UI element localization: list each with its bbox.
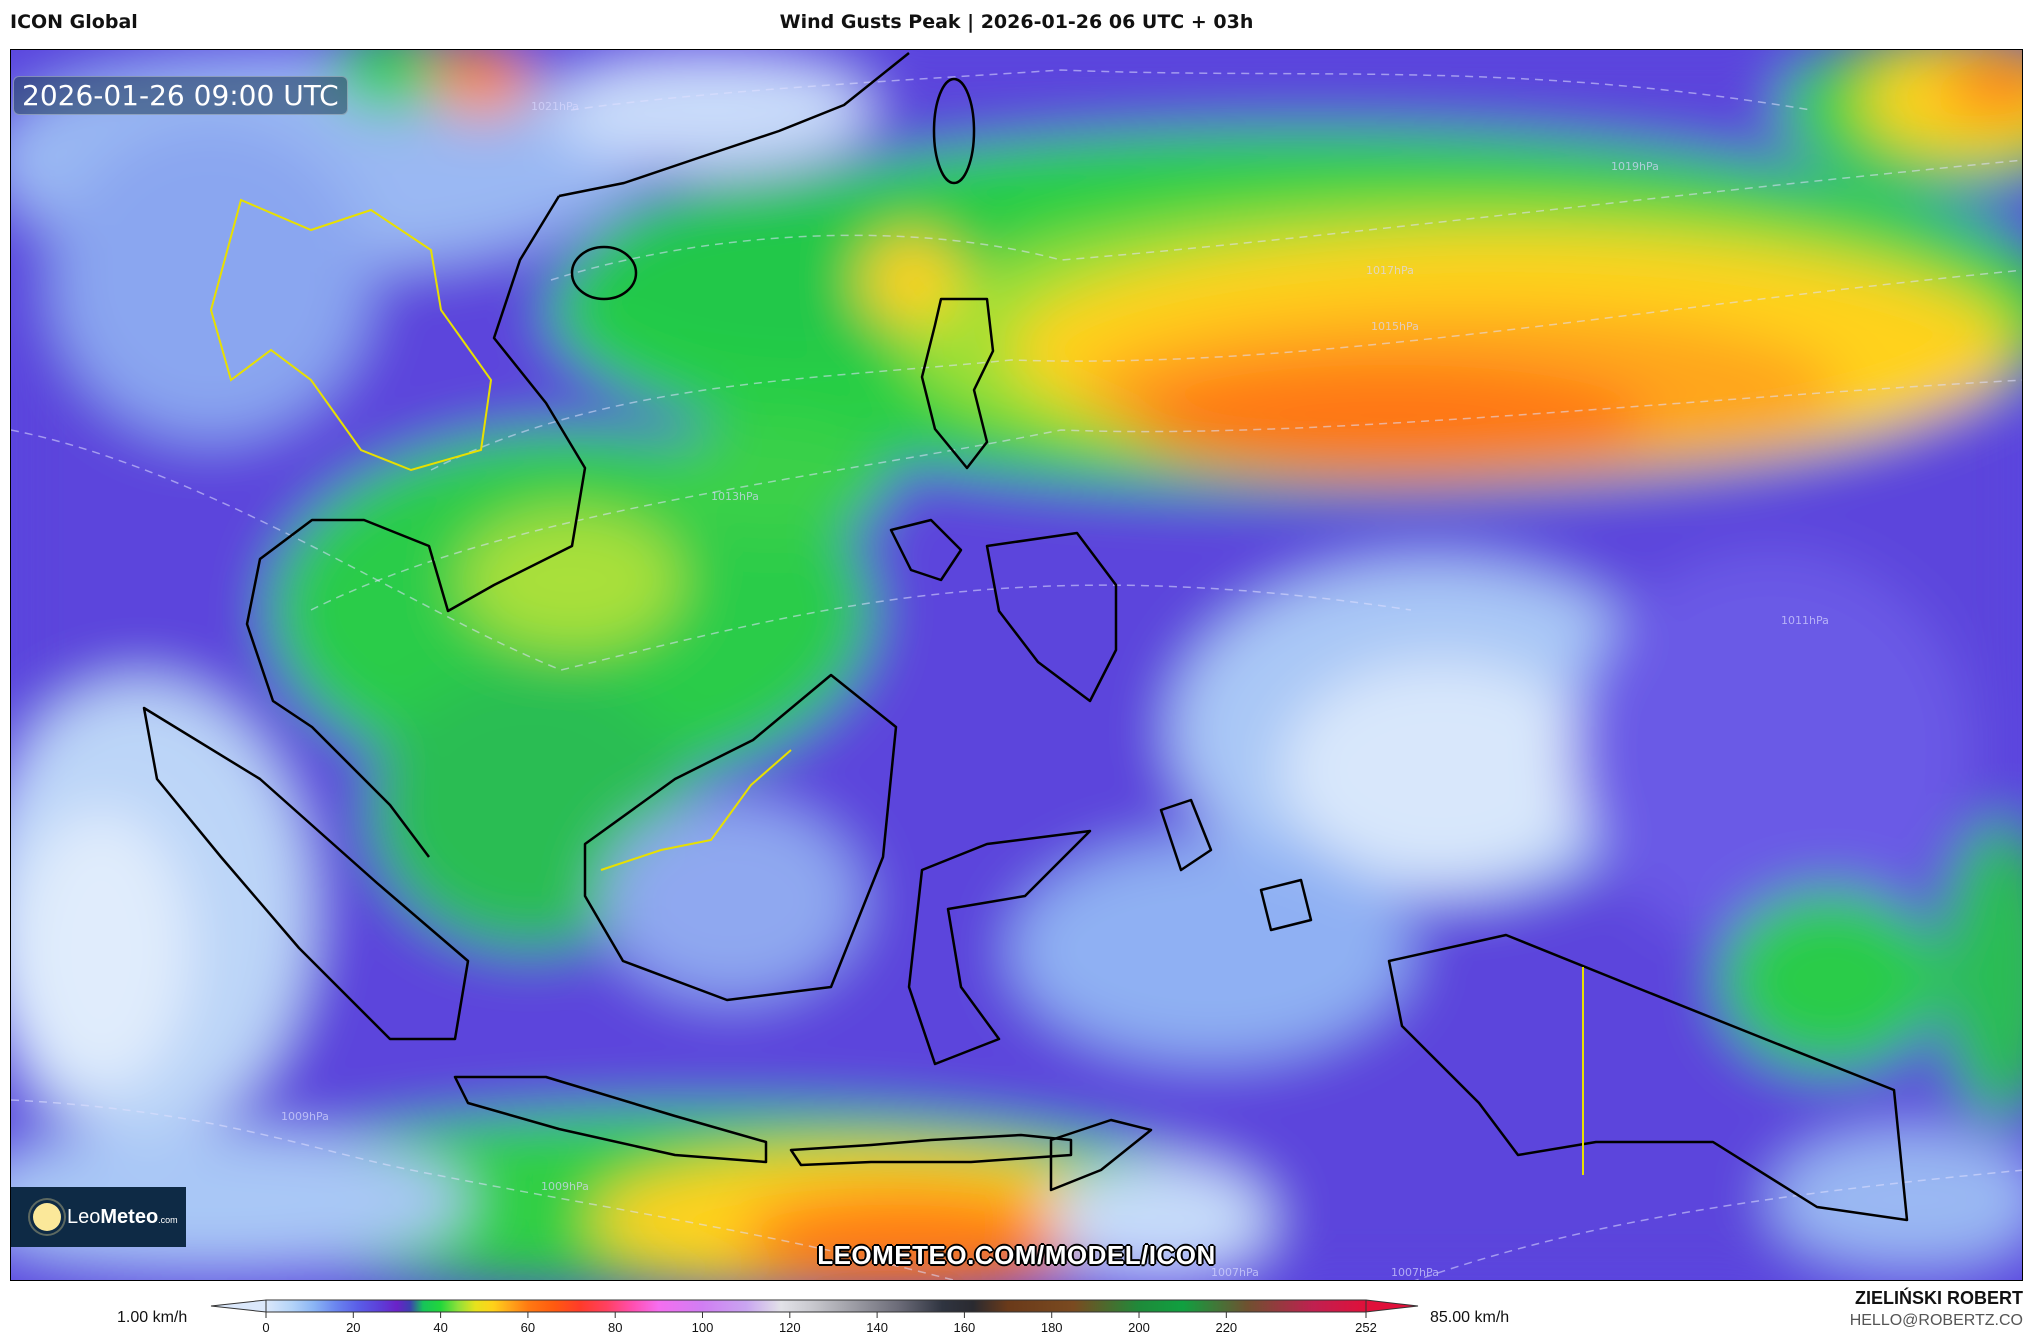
isobar-label: 1013hPa (711, 490, 759, 503)
valid-time-badge: 2026-01-26 09:00 UTC (13, 76, 348, 115)
watermark-url: LEOMETEO.COM/MODEL/ICON (817, 1240, 1216, 1270)
logo-light: Leo (67, 1205, 101, 1228)
isobar-labels: 1021hPa 1019hPa 1017hPa 1015hPa 1013hPa … (281, 100, 1829, 1279)
colorbar-tick-label: 160 (953, 1320, 976, 1335)
colorbar-gradient (265, 1299, 1367, 1313)
sun-icon (33, 1203, 61, 1231)
wind-field (11, 50, 2022, 1280)
colorbar-tick-label: 60 (520, 1320, 536, 1335)
colorbar-max-arrow (1365, 1299, 1419, 1313)
colorbar-tick-label: 220 (1215, 1320, 1238, 1335)
author-email[interactable]: HELLO@ROBERTZ.CO (1849, 1312, 2023, 1329)
colorbar-tick-label: 20 (346, 1320, 361, 1335)
coastlines (142, 52, 1909, 1222)
colorbar-tick-label: 120 (778, 1320, 801, 1335)
colorbar-tick-label: 0 (262, 1320, 270, 1335)
colorbar-min-label: 1.00 km/h (117, 1309, 188, 1326)
isobar-label: 1021hPa (531, 100, 579, 113)
colorbar-tick-label: 200 (1128, 1320, 1150, 1335)
country-borders (209, 198, 1584, 1175)
isobar-label: 1019hPa (1611, 160, 1659, 173)
model-name: ICON Global (10, 11, 138, 33)
colorbar-tick-label: 100 (691, 1320, 714, 1335)
isobar-label: 1009hPa (281, 1110, 329, 1123)
isobar-label: 1015hPa (1371, 320, 1419, 333)
isobar-label: 1009hPa (541, 1180, 589, 1193)
leometeo-logo[interactable]: LeoMeteo.com (11, 1187, 186, 1247)
colorbar-min-arrow (210, 1299, 267, 1313)
colorbar-tick-label: 40 (433, 1320, 448, 1335)
wind-gust-map[interactable]: 1021hPa 1019hPa 1017hPa 1015hPa 1013hPa … (10, 49, 2023, 1281)
map-canvas: 1021hPa 1019hPa 1017hPa 1015hPa 1013hPa … (11, 50, 2022, 1280)
colorbar-max-label: 85.00 km/h (1430, 1309, 1510, 1326)
isobar-label: 1011hPa (1781, 614, 1829, 627)
isobar-label: 1017hPa (1366, 264, 1414, 277)
colorbar (210, 1299, 1419, 1318)
colorbar-tick-label: 80 (607, 1320, 623, 1335)
chart-title: Wind Gusts Peak | 2026-01-26 06 UTC + 03… (779, 11, 1254, 33)
isobars (11, 69, 2022, 1280)
author-name: ZIELIŃSKI ROBERT (1854, 1288, 2023, 1308)
colorbar-tick-label: 140 (866, 1320, 888, 1335)
logo-suffix: .com (158, 1214, 178, 1225)
colorbar-tick-label: 252 (1355, 1320, 1377, 1335)
colorbar-tick-label: 180 (1040, 1320, 1063, 1335)
logo-text: LeoMeteo.com (67, 1206, 178, 1229)
isobar-label: 1007hPa (1391, 1266, 1439, 1279)
logo-bold: Meteo (100, 1205, 159, 1228)
isobar-label: 1007hPa (1211, 1266, 1259, 1279)
